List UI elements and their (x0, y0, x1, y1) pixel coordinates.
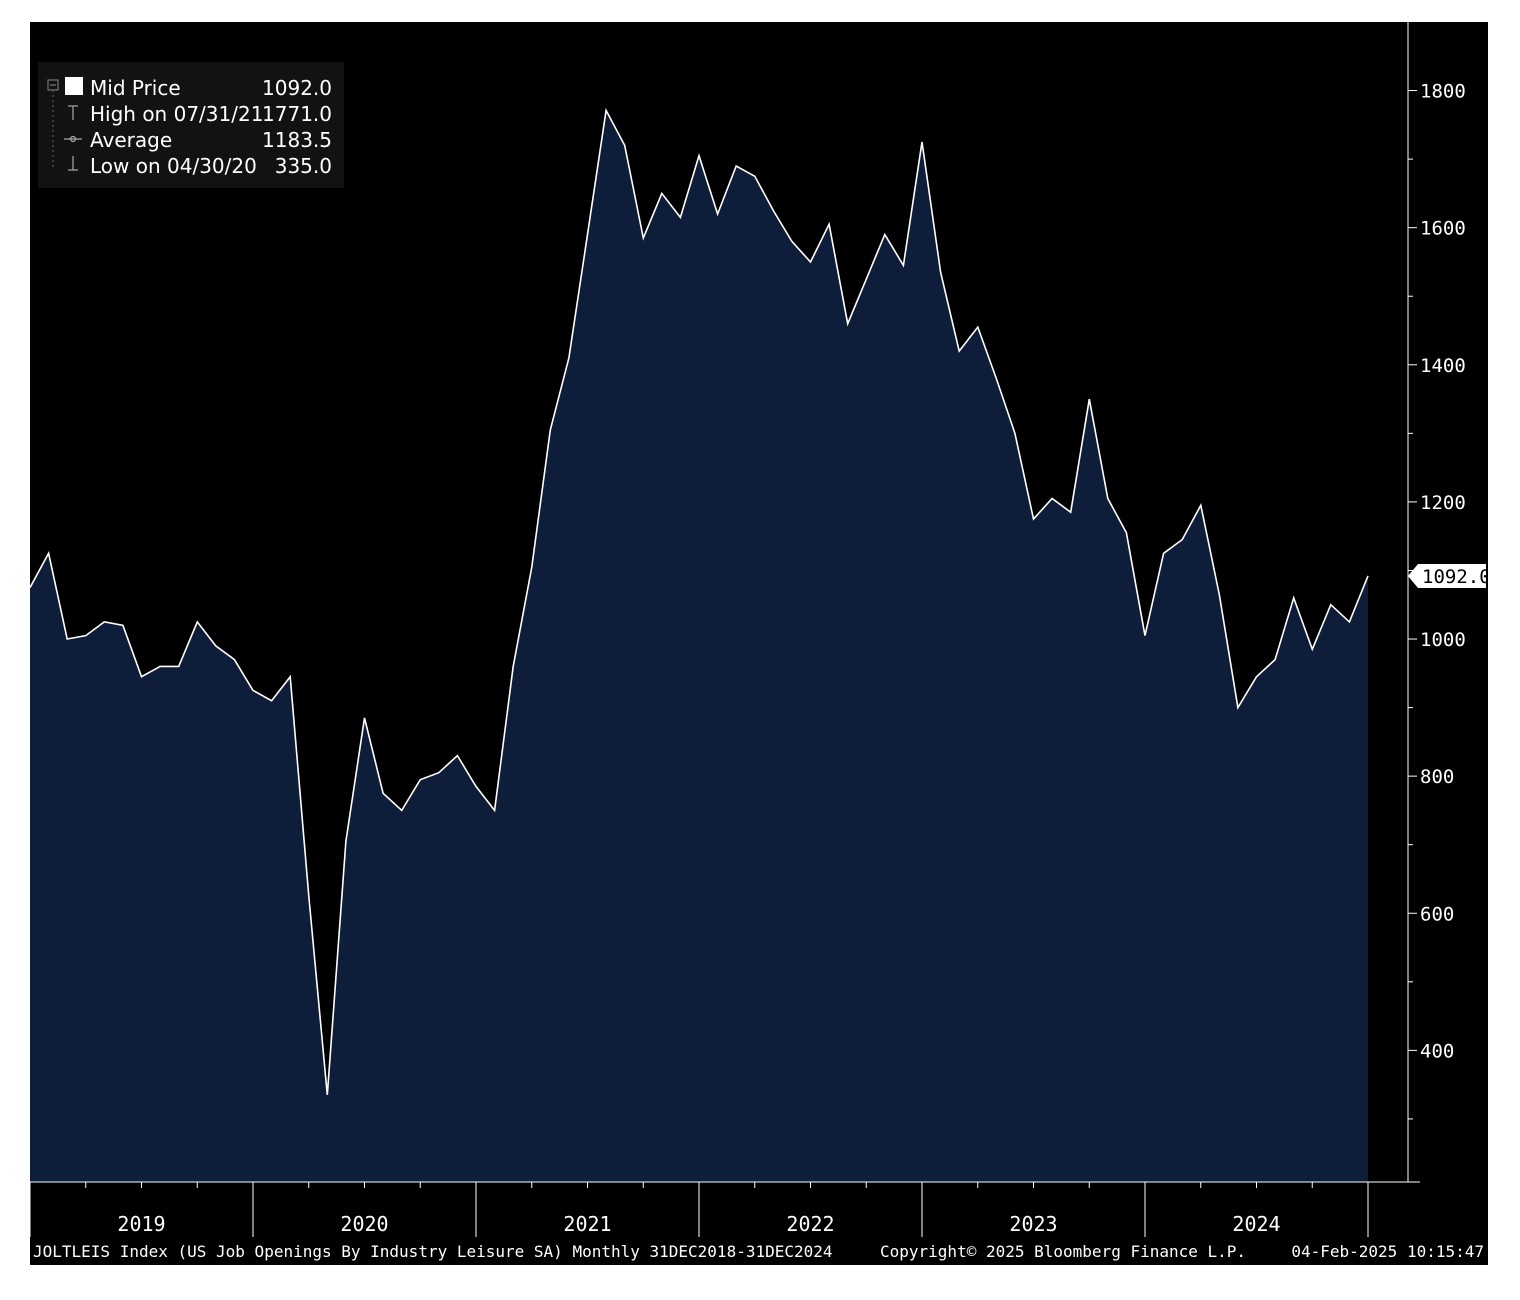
y-tick-label: 1200 (1420, 492, 1466, 514)
plot-area (29, 107, 1369, 1182)
last-value-tag: 1092.0 (1408, 563, 1491, 588)
y-tick-label: 600 (1420, 903, 1454, 925)
legend-average-label: Average (90, 128, 172, 152)
average-icon-dot (69, 135, 77, 143)
x-tick-label: 2021 (563, 1212, 611, 1236)
y-tick-label: 1800 (1420, 81, 1466, 103)
legend-mid-value: 1092.0 (262, 76, 332, 100)
x-tick-label: 2023 (1009, 1212, 1057, 1236)
legend-mid-label: Mid Price (90, 76, 181, 100)
mid-price-swatch (65, 77, 83, 95)
y-tick-label: 1000 (1420, 629, 1466, 651)
x-tick-label: 2024 (1232, 1212, 1280, 1236)
legend-low-value: 335.0 (275, 154, 332, 178)
y-axis: 400 600 800 1000 1200 1400 1600 1800 (1407, 22, 1466, 1182)
footer-description: JOLTLEIS Index (US Job Openings By Indus… (33, 1242, 833, 1261)
legend-high-label: High on 07/31/21 (90, 102, 263, 126)
legend-background (38, 62, 344, 188)
y-tick-label: 800 (1420, 766, 1454, 788)
chart-frame: 400 600 800 1000 1200 1400 1600 1800 2019 2020 20… (29, 22, 1491, 1265)
x-tick-label: 2020 (340, 1212, 388, 1236)
series-line (29, 107, 1369, 1095)
legend-average-value: 1183.5 (262, 128, 332, 152)
legend: Mid Price 1092.0 High on 07/31/21 1771.0… (38, 62, 344, 188)
x-axis: 2019 2020 2021 2022 2023 2024 (29, 1181, 1420, 1237)
footer-copyright: Copyright© 2025 Bloomberg Finance L.P. (880, 1242, 1246, 1261)
legend-high-value: 1771.0 (262, 102, 332, 126)
last-value-tag-shape (1408, 563, 1486, 588)
legend-low-label: Low on 04/30/20 (90, 154, 257, 178)
area-fill (30, 110, 1368, 1182)
y-tick-label: 400 (1420, 1040, 1454, 1062)
y-tick-label: 1400 (1420, 355, 1466, 377)
last-value-tag-text: 1092.0 (1422, 566, 1488, 588)
footer-timestamp: 04-Feb-2025 10:15:47 (1291, 1242, 1484, 1261)
x-tick-label: 2022 (786, 1212, 834, 1236)
x-tick-label: 2019 (117, 1212, 165, 1236)
y-tick-label: 1600 (1420, 218, 1466, 240)
